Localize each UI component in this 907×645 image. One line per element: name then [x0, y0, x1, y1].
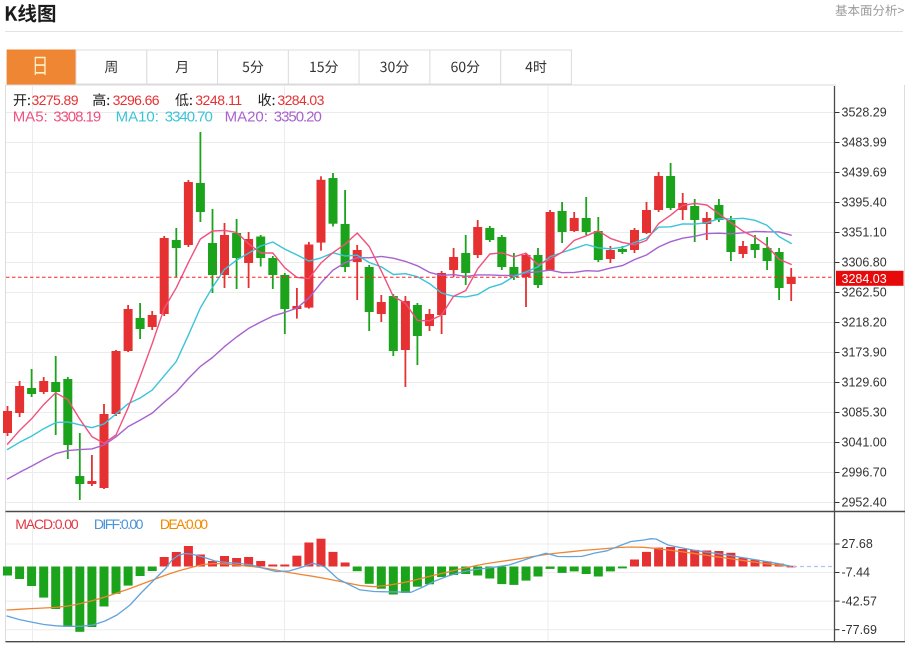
svg-text:3173.90: 3173.90 — [842, 346, 887, 360]
svg-text:3262.50: 3262.50 — [842, 286, 887, 300]
svg-text:DEA:0.00: DEA:0.00 — [160, 516, 208, 532]
svg-text:3350.20: 3350.20 — [274, 109, 322, 126]
svg-text:MACD:0.00: MACD:0.00 — [15, 516, 79, 532]
svg-text:3439.69: 3439.69 — [842, 166, 887, 180]
svg-text:2996.70: 2996.70 — [842, 466, 887, 480]
svg-text:MA10:: MA10: — [116, 109, 159, 126]
svg-text:3340.70: 3340.70 — [165, 109, 213, 126]
svg-text:3085.30: 3085.30 — [842, 406, 887, 420]
svg-text:3296.66: 3296.66 — [113, 92, 160, 108]
svg-text:3483.99: 3483.99 — [842, 136, 887, 150]
svg-text:2952.40: 2952.40 — [842, 496, 887, 510]
svg-text:3351.10: 3351.10 — [842, 226, 887, 240]
svg-text:DIFF:0.00: DIFF:0.00 — [94, 516, 144, 532]
svg-text:3218.20: 3218.20 — [842, 316, 887, 330]
svg-text:3041.00: 3041.00 — [842, 436, 887, 450]
svg-text:3248.11: 3248.11 — [195, 92, 242, 108]
svg-text:-77.69: -77.69 — [842, 623, 877, 637]
svg-text:27.68: 27.68 — [842, 537, 873, 551]
svg-text:3306.80: 3306.80 — [842, 256, 887, 270]
svg-text:3129.60: 3129.60 — [842, 376, 887, 390]
svg-text:MA5:: MA5: — [13, 109, 48, 126]
svg-text:3275.89: 3275.89 — [32, 92, 79, 108]
svg-text:3284.03: 3284.03 — [842, 272, 887, 286]
svg-text:3395.40: 3395.40 — [842, 196, 887, 210]
svg-text:MA20:: MA20: — [225, 109, 268, 126]
svg-text:3528.29: 3528.29 — [842, 106, 887, 120]
svg-text:-7.44: -7.44 — [842, 566, 871, 580]
svg-text:3308.19: 3308.19 — [53, 109, 101, 126]
svg-text:-42.57: -42.57 — [842, 594, 877, 608]
svg-text:3284.03: 3284.03 — [277, 92, 324, 108]
